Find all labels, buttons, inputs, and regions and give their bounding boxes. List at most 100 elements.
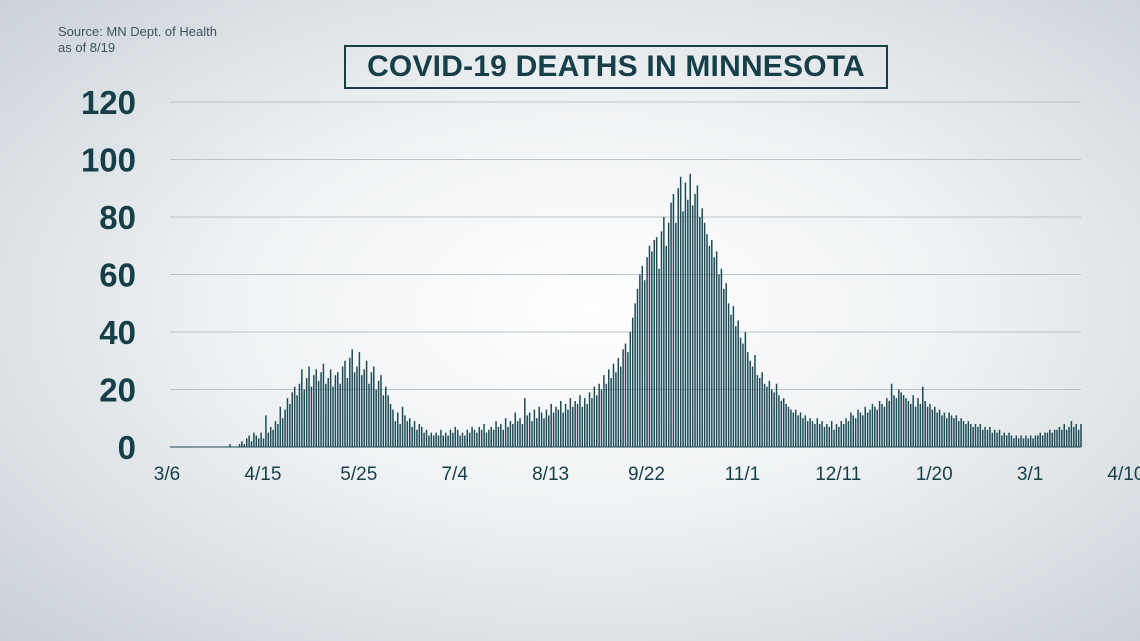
bar (898, 389, 900, 447)
bar (706, 234, 708, 447)
bar (245, 438, 248, 448)
bar (986, 429, 989, 447)
x-tick-label: 4/10 (1107, 464, 1140, 485)
bar (385, 386, 387, 448)
bar (1058, 426, 1061, 448)
bar (639, 274, 641, 447)
bar (588, 392, 591, 448)
bar (969, 424, 972, 447)
bar (569, 398, 572, 448)
bar (684, 182, 687, 447)
bar (607, 369, 610, 448)
bar (593, 386, 596, 448)
bar (1053, 429, 1056, 447)
bar (524, 398, 526, 448)
bar (962, 421, 965, 448)
bar (679, 176, 682, 447)
bar (627, 352, 629, 448)
bar (351, 349, 353, 447)
bar (375, 389, 377, 447)
bar (528, 412, 531, 447)
bar (286, 398, 289, 448)
bar (459, 435, 461, 447)
bar (353, 372, 356, 447)
bar (550, 403, 552, 448)
y-tick-label: 80 (99, 199, 136, 236)
bar (452, 432, 454, 448)
bar (754, 355, 756, 447)
bar (454, 426, 457, 448)
bar (291, 392, 294, 448)
bar (555, 406, 557, 447)
bar (761, 372, 763, 447)
bar (610, 378, 612, 447)
bar (490, 426, 492, 448)
bar (406, 421, 409, 448)
x-tick-label: 8/13 (532, 464, 569, 485)
bar (1034, 435, 1037, 447)
bar (713, 257, 715, 447)
bar (926, 406, 929, 447)
bar (301, 369, 303, 448)
bar (878, 401, 881, 447)
x-tick-label: 1/20 (916, 464, 953, 485)
bar (993, 429, 996, 447)
y-tick-label: 20 (99, 372, 136, 409)
bar (948, 412, 950, 447)
bar (1061, 429, 1063, 447)
bar (428, 435, 430, 447)
bar (327, 378, 329, 447)
bar (720, 268, 723, 447)
bar (365, 360, 368, 447)
bar (979, 424, 982, 447)
y-tick-label: 60 (99, 257, 136, 294)
bar (576, 403, 579, 448)
bar (996, 432, 998, 448)
bar (442, 435, 445, 447)
bar (665, 245, 667, 447)
bar (802, 418, 804, 447)
bar (536, 418, 538, 447)
bar (902, 395, 905, 447)
bar (581, 406, 584, 447)
x-tick-label: 12/11 (815, 464, 861, 485)
bar (1010, 435, 1013, 447)
bar (655, 237, 658, 447)
bar (790, 409, 792, 448)
bar (653, 240, 656, 447)
bar (519, 418, 521, 447)
bar (727, 303, 730, 447)
bar (691, 205, 694, 447)
bar (845, 418, 847, 447)
bar (404, 415, 406, 448)
bar (346, 378, 349, 447)
bar (281, 418, 284, 447)
bar (943, 412, 946, 447)
bar (512, 424, 514, 447)
bar (981, 429, 984, 447)
bar (747, 352, 749, 448)
bar (243, 444, 246, 448)
bar (605, 383, 608, 447)
bar (267, 432, 270, 448)
bar (317, 380, 320, 448)
bar (284, 409, 286, 448)
chart-title: COVID-19 DEATHS IN MINNESOTA (367, 50, 865, 83)
bar (965, 424, 967, 447)
bar (397, 412, 399, 447)
bar (773, 392, 775, 448)
bar (584, 398, 586, 448)
bar (881, 403, 883, 448)
bar (744, 332, 747, 447)
bar (456, 429, 459, 447)
bar (277, 424, 279, 447)
bar (368, 383, 370, 447)
bar (1037, 435, 1039, 447)
bar (531, 421, 533, 448)
bar (780, 401, 783, 447)
bar (787, 406, 790, 447)
bar (1039, 432, 1041, 448)
bar (1049, 429, 1051, 447)
bar (689, 173, 691, 448)
bar (344, 360, 346, 447)
